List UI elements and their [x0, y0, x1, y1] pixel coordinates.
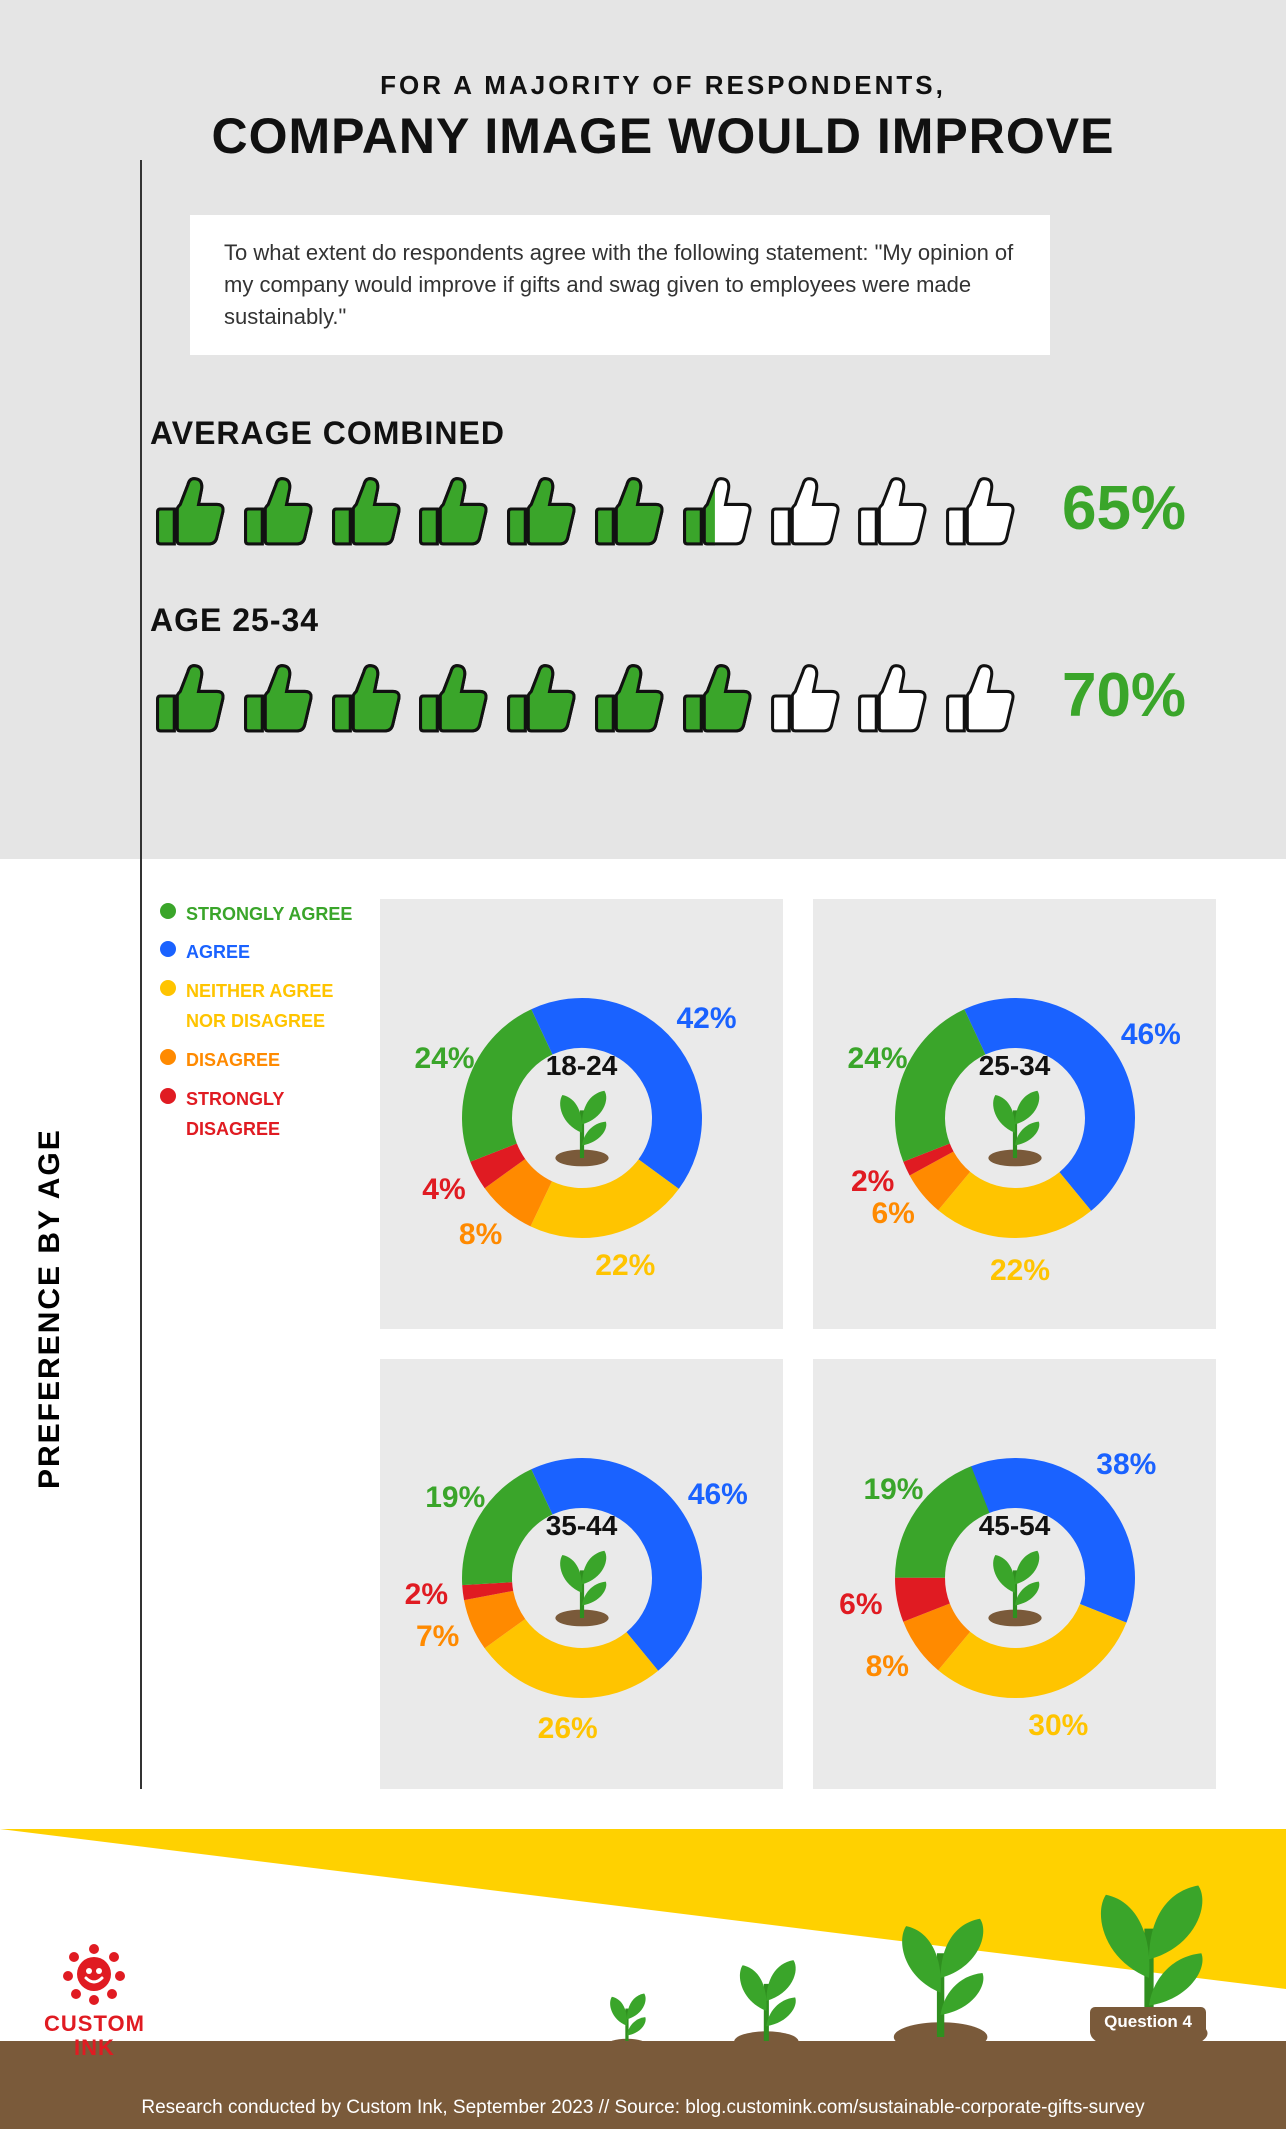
donut-seg-label: 46% — [688, 1478, 748, 1512]
thumb-row: 70% — [150, 657, 1186, 735]
thumb-row-label: AVERAGE COMBINED — [150, 415, 1186, 452]
legend-item: STRONGLY DISAGREE — [160, 1084, 370, 1145]
thumb-icon — [413, 470, 489, 548]
donut-seg-label: 6% — [872, 1197, 915, 1231]
thumb-icon — [326, 657, 402, 735]
thumb-icon — [150, 470, 226, 548]
survey-statement: To what extent do respondents agree with… — [190, 215, 1050, 355]
thumb-icon — [589, 657, 665, 735]
thumb-icon — [238, 470, 314, 548]
donut-seg-label: 26% — [538, 1712, 598, 1746]
thumb-icon — [501, 470, 577, 548]
donut-seg-label: 7% — [416, 1620, 459, 1654]
brand-logo: CUSTOMINK — [44, 1942, 145, 2058]
plant-icon — [980, 1542, 1050, 1626]
donut-card: 25-34 46%22%6%2%24% — [813, 899, 1216, 1329]
donut-seg-label: 2% — [851, 1165, 894, 1199]
thumb-icon — [501, 657, 577, 735]
donut-seg-label: 22% — [990, 1254, 1050, 1288]
thumb-pct: 65% — [1062, 473, 1186, 544]
donut-seg-label: 2% — [405, 1578, 448, 1612]
donut-seg-label: 8% — [866, 1650, 909, 1684]
plant-icon — [547, 1082, 617, 1171]
title-headline: COMPANY IMAGE WOULD IMPROVE — [140, 107, 1186, 165]
donut-card: 18-24 42%22%8%4%24% — [380, 899, 783, 1329]
donut-seg-label: 19% — [425, 1481, 485, 1515]
lower-panel: PREFERENCE BY AGE STRONGLY AGREE AGREE N… — [0, 859, 1286, 1829]
legend-item: AGREE — [160, 937, 370, 968]
footer: CUSTOMINK Question 4 Research conducted … — [0, 1829, 1286, 2129]
thumb-icon — [589, 470, 665, 548]
thumb-icon — [765, 657, 841, 735]
divider-line — [140, 859, 142, 1789]
title-subtitle: FOR A MAJORITY OF RESPONDENTS, — [140, 70, 1186, 101]
title: FOR A MAJORITY OF RESPONDENTS, COMPANY I… — [140, 70, 1186, 165]
infographic: FOR A MAJORITY OF RESPONDENTS, COMPANY I… — [0, 0, 1286, 2129]
donut: 18-24 42%22%8%4%24% — [452, 988, 712, 1248]
legend-item: NEITHER AGREE NOR DISAGREE — [160, 976, 370, 1037]
legend-item: DISAGREE — [160, 1045, 370, 1076]
donut-seg-label: 24% — [848, 1042, 908, 1076]
legend-dot — [160, 903, 176, 919]
thumb-icon — [765, 470, 841, 548]
thumb-pct: 70% — [1062, 660, 1186, 731]
divider-line — [140, 160, 142, 859]
legend: STRONGLY AGREE AGREE NEITHER AGREE NOR D… — [160, 899, 370, 1153]
legend-dot — [160, 1088, 176, 1104]
donut-seg-label: 22% — [595, 1249, 655, 1283]
question-badge: Question 4 — [1090, 2007, 1206, 2037]
section-label: PREFERENCE BY AGE — [33, 1128, 67, 1489]
thumb-row: 65% — [150, 470, 1186, 548]
donut-seg-label: 8% — [459, 1218, 502, 1252]
thumb-icon — [413, 657, 489, 735]
footer-plant — [879, 1904, 1002, 2057]
donut: 25-34 46%22%6%2%24% — [885, 988, 1145, 1248]
donut: 45-54 38%30%8%6%19% — [885, 1448, 1145, 1708]
donut-seg-label: 46% — [1121, 1018, 1181, 1052]
thumb-icon — [150, 657, 226, 735]
thumb-icon — [852, 470, 928, 548]
legend-label: STRONGLY DISAGREE — [186, 1084, 370, 1145]
plant-icon — [547, 1542, 617, 1626]
thumb-icon — [677, 657, 753, 735]
legend-label: DISAGREE — [186, 1045, 280, 1076]
plant-icon — [980, 1082, 1050, 1166]
plant-icon — [547, 1542, 617, 1631]
brand-name: CUSTOMINK — [44, 2012, 145, 2058]
legend-label: STRONGLY AGREE — [186, 899, 352, 930]
donut: 35-44 46%26%7%2%19% — [452, 1448, 712, 1708]
plant-icon — [879, 1904, 1002, 2052]
thumb-icon — [940, 657, 1016, 735]
donut-seg-label: 30% — [1028, 1709, 1088, 1743]
legend-label: NEITHER AGREE NOR DISAGREE — [186, 976, 370, 1037]
thumb-icon — [852, 657, 928, 735]
plant-icon — [724, 1950, 809, 2052]
plant-icon — [980, 1082, 1050, 1171]
legend-dot — [160, 941, 176, 957]
plant-icon — [980, 1542, 1050, 1631]
thumb-rows: AVERAGE COMBINED 65%A — [150, 415, 1186, 735]
donut-seg-label: 38% — [1096, 1448, 1156, 1482]
thumb-row-label: AGE 25-34 — [150, 602, 1186, 639]
top-panel: FOR A MAJORITY OF RESPONDENTS, COMPANY I… — [0, 0, 1286, 859]
thumb-icon — [940, 470, 1016, 548]
legend-dot — [160, 980, 176, 996]
legend-label: AGREE — [186, 937, 250, 968]
legend-item: STRONGLY AGREE — [160, 899, 370, 930]
thumb-icon — [238, 657, 314, 735]
donut-seg-label: 24% — [415, 1042, 475, 1076]
legend-dot — [160, 1049, 176, 1065]
thumb-icon — [326, 470, 402, 548]
donut-seg-label: 6% — [839, 1588, 882, 1622]
donut-seg-label: 19% — [863, 1473, 923, 1507]
donut-seg-label: 4% — [422, 1173, 465, 1207]
ink-splat-icon — [62, 1942, 126, 2006]
footer-credit: Research conducted by Custom Ink, Septem… — [0, 2087, 1286, 2129]
donut-seg-label: 42% — [677, 1002, 737, 1036]
donut-card: 45-54 38%30%8%6%19% — [813, 1359, 1216, 1789]
thumb-icon — [677, 470, 753, 548]
donut-card: 35-44 46%26%7%2%19% — [380, 1359, 783, 1789]
donut-grid: 18-24 42%22%8%4%24% 25-34 46%22%6%2%24% 35… — [380, 899, 1216, 1789]
plant-icon — [547, 1082, 617, 1166]
